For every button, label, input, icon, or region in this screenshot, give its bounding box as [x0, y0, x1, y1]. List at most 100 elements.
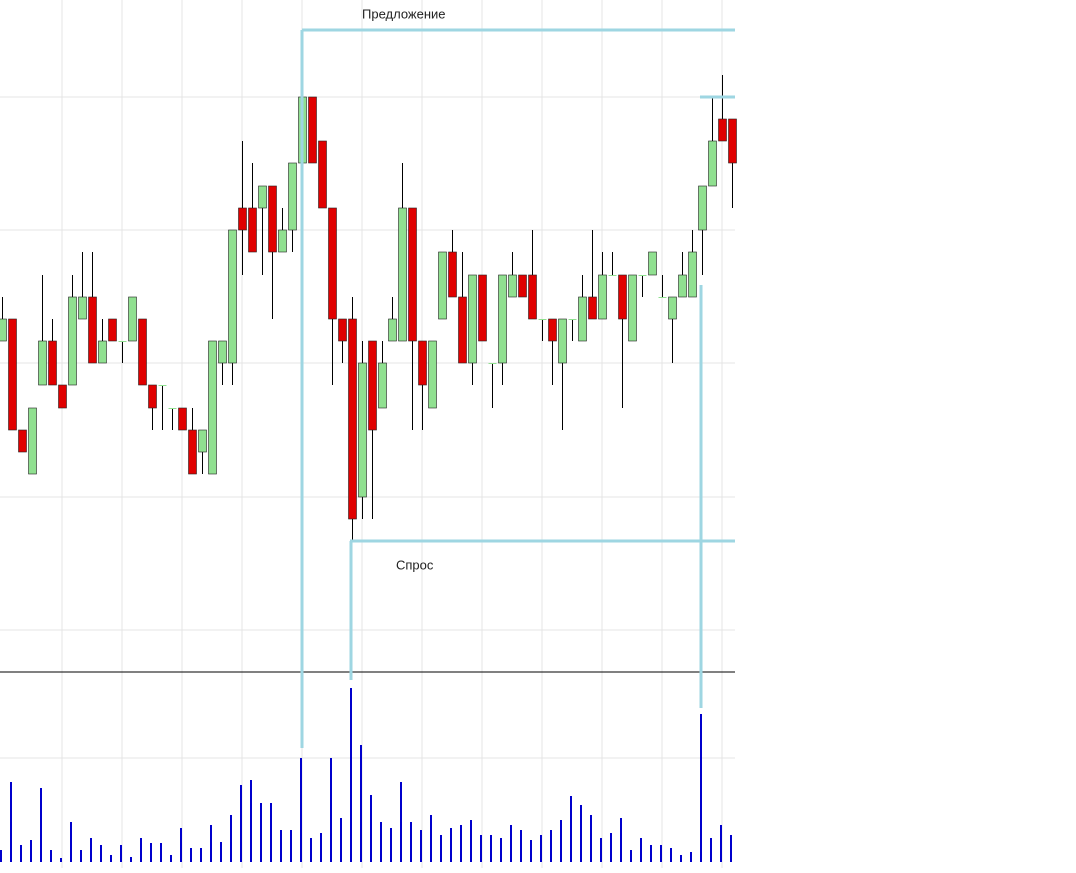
volume-bar: [530, 840, 532, 862]
volume-bar: [690, 852, 692, 862]
volume-bar: [410, 822, 412, 862]
candle-body: [278, 229, 287, 253]
candle-body: [658, 297, 667, 298]
candle-body: [378, 362, 387, 409]
volume-bar: [220, 842, 222, 862]
candle-body: [428, 340, 437, 409]
volume-bar: [450, 828, 452, 862]
volume-bar: [310, 838, 312, 862]
volume-bar: [720, 825, 722, 862]
candle-body: [698, 185, 707, 231]
candle-body: [138, 318, 147, 386]
volume-bar: [270, 803, 272, 862]
candle-body: [198, 429, 207, 453]
volume-bar: [200, 848, 202, 862]
volume-bar: [520, 830, 522, 862]
volume-bar: [230, 815, 232, 862]
candle-body: [618, 274, 627, 320]
volume-bar: [80, 850, 82, 862]
volume-bar: [250, 780, 252, 862]
volume-bar: [640, 838, 642, 862]
candle-body: [448, 251, 457, 298]
candle-body: [408, 207, 417, 342]
volume-bar: [560, 820, 562, 862]
candle-body: [688, 251, 697, 298]
candle-body: [368, 340, 377, 431]
candle-body: [338, 318, 347, 342]
candle-body: [468, 274, 477, 364]
candle-body: [438, 251, 447, 320]
volume-bar: [110, 855, 112, 862]
volume-bar: [320, 833, 322, 862]
volume-bar: [160, 843, 162, 862]
volume-bar: [670, 848, 672, 862]
candle-body: [478, 274, 487, 342]
volume-bar: [0, 850, 2, 862]
level-lines: [300, 28, 735, 748]
volume-bar: [590, 815, 592, 862]
candle-body: [528, 274, 537, 320]
candle-body: [608, 275, 617, 276]
volume-bar: [420, 830, 422, 862]
volume-bar: [510, 825, 512, 862]
candle-body: [628, 274, 637, 342]
candle-body: [388, 318, 397, 342]
volume-bar: [210, 825, 212, 862]
grid: [0, 0, 735, 868]
volume-bar: [120, 845, 122, 862]
candle-body: [488, 363, 497, 364]
volume-bar: [30, 840, 32, 862]
candle-body: [158, 385, 167, 386]
volume-bar: [190, 848, 192, 862]
volume-bar: [460, 825, 462, 862]
volume-bar: [10, 782, 12, 862]
volume-bar: [620, 818, 622, 862]
volume-bar: [280, 830, 282, 862]
candle-body: [458, 296, 467, 364]
candle-body: [128, 296, 137, 342]
volume-bar: [350, 688, 352, 862]
volume-bar: [500, 838, 502, 862]
candle-body: [228, 229, 237, 364]
candle-body: [88, 296, 97, 364]
candle-body: [218, 340, 227, 364]
volume-bar: [150, 843, 152, 862]
volume-bar: [100, 845, 102, 862]
candle-body: [588, 296, 597, 320]
volume-bar: [390, 828, 392, 862]
volume-bar: [440, 835, 442, 862]
candle-body: [718, 118, 727, 142]
volume-bar: [490, 835, 492, 862]
volume-bar: [140, 838, 142, 862]
candle-body: [398, 207, 407, 342]
candle-body: [728, 118, 737, 164]
volume-bar: [370, 795, 372, 862]
candle-body: [178, 407, 187, 431]
candle-body: [678, 274, 687, 298]
candle-body: [78, 296, 87, 320]
volume-bar: [240, 785, 242, 862]
candle-body: [98, 340, 107, 364]
candle-body: [108, 318, 117, 342]
volume-bar: [710, 838, 712, 862]
candle-body: [248, 207, 257, 253]
candle-body: [668, 296, 677, 320]
candle-body: [638, 275, 647, 276]
candle-body: [268, 185, 277, 253]
volume-bar: [340, 818, 342, 862]
candle-body: [168, 408, 177, 409]
volume-bar: [550, 830, 552, 862]
volume-bar: [20, 845, 22, 862]
candle-body: [58, 384, 67, 409]
candle-body: [648, 251, 657, 276]
volume-bar: [540, 835, 542, 862]
candle-body: [548, 318, 557, 342]
volume-bar: [600, 838, 602, 862]
candle-body: [418, 340, 427, 386]
volume-bar: [290, 830, 292, 862]
candle-body: [568, 319, 577, 320]
volume-bar: [380, 822, 382, 862]
candle-body: [258, 185, 267, 209]
annotation: Предложение: [362, 6, 446, 21]
